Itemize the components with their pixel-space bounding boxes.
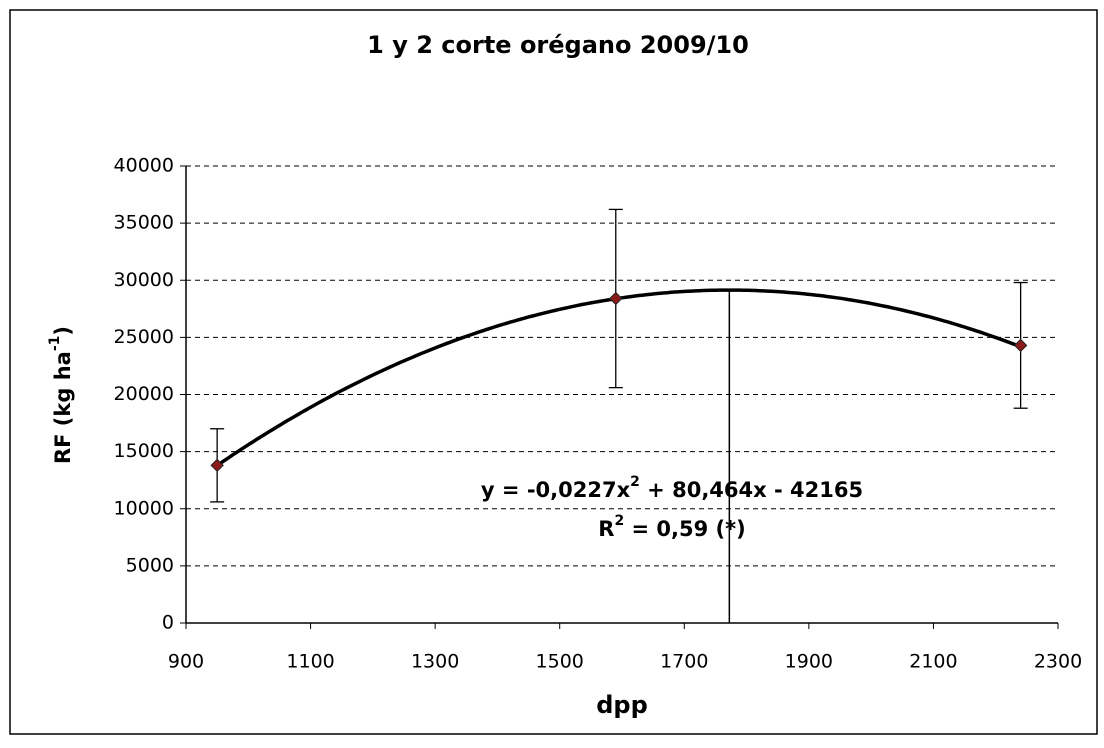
y-tick-label: 20000 <box>114 383 174 405</box>
y-label-main: RF (kg ha <box>51 351 75 464</box>
y-tick-label: 40000 <box>114 155 174 177</box>
y-tick-label: 5000 <box>126 554 174 576</box>
y-tick-label: 10000 <box>114 497 174 519</box>
point <box>1013 338 1028 353</box>
x-tick-label: 1300 <box>411 651 459 673</box>
x-tick-label: 1900 <box>785 651 833 673</box>
x-tick-label: 1500 <box>536 651 584 673</box>
eq-sup: 2 <box>630 474 640 490</box>
r2-2: = 0,59 (*) <box>624 517 746 541</box>
eq-2: + 80,464x - 42165 <box>640 478 863 502</box>
r2-1: R <box>598 517 614 541</box>
x-tick-label: 1100 <box>286 651 334 673</box>
r2-sup: 2 <box>614 513 624 529</box>
x-tick-label: 2300 <box>1034 651 1082 673</box>
y-label-end: ) <box>51 326 75 336</box>
x-tick-label: 1700 <box>660 651 708 673</box>
eq-1: y = -0,0227x <box>481 478 631 502</box>
r-squared: R2 = 0,59 (*) <box>598 513 745 541</box>
y-tick-label: 15000 <box>114 440 174 462</box>
x-tick-label: 900 <box>168 651 204 673</box>
x-axis-label: dpp <box>596 691 648 719</box>
point <box>210 458 224 473</box>
x-tick-label: 2100 <box>909 651 957 673</box>
equation: y = -0,0227x2 + 80,464x - 42165 <box>481 474 863 502</box>
y-axis-label: RF (kg ha-1) <box>47 326 75 464</box>
y-tick-label: 0 <box>162 612 174 634</box>
y-tick-label: 35000 <box>114 212 174 234</box>
y-label-sup: -1 <box>47 336 63 352</box>
y-tick-label: 25000 <box>114 326 174 348</box>
point <box>609 291 623 306</box>
chart-border <box>9 9 1098 735</box>
chart-title: 1 y 2 corte orégano 2009/10 <box>367 31 749 59</box>
y-tick-label: 30000 <box>114 269 174 291</box>
